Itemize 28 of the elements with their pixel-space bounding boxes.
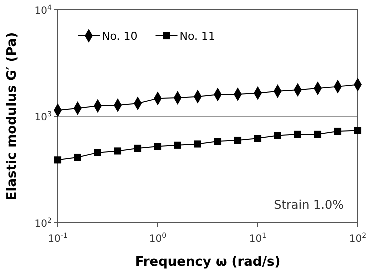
annotation: Strain 1.0% <box>274 198 344 212</box>
point <box>114 148 122 155</box>
x-tick-label: 10$^{1}$ <box>249 232 267 245</box>
x-tick-label: 10$^{0}$ <box>149 232 167 245</box>
x-tick-label: 10$^{2}$ <box>349 232 367 245</box>
point <box>54 156 62 164</box>
point <box>234 136 242 144</box>
legend-label: No. 11 <box>180 30 216 43</box>
legend-label: No. 10 <box>102 30 138 43</box>
point <box>174 142 182 149</box>
y-tick-label: 10$^{4}$ <box>34 4 53 17</box>
y-axis-title: Elastic modulus G′ (Pa) <box>5 32 20 201</box>
point <box>214 138 222 146</box>
y-tick-label: 10$^{2}$ <box>34 217 52 230</box>
point <box>314 130 322 138</box>
point <box>294 130 302 138</box>
point <box>74 154 82 162</box>
point <box>134 144 142 152</box>
point <box>354 127 362 134</box>
point <box>194 140 202 148</box>
point <box>94 149 102 156</box>
point <box>154 143 162 150</box>
x-tick-label: 10$^{-1}$ <box>48 232 68 245</box>
x-axis-title: Frequency ω (rad/s) <box>135 255 281 270</box>
point <box>274 132 282 140</box>
point <box>254 135 262 142</box>
y-tick-label: 10$^{3}$ <box>34 110 52 124</box>
point <box>334 128 342 136</box>
